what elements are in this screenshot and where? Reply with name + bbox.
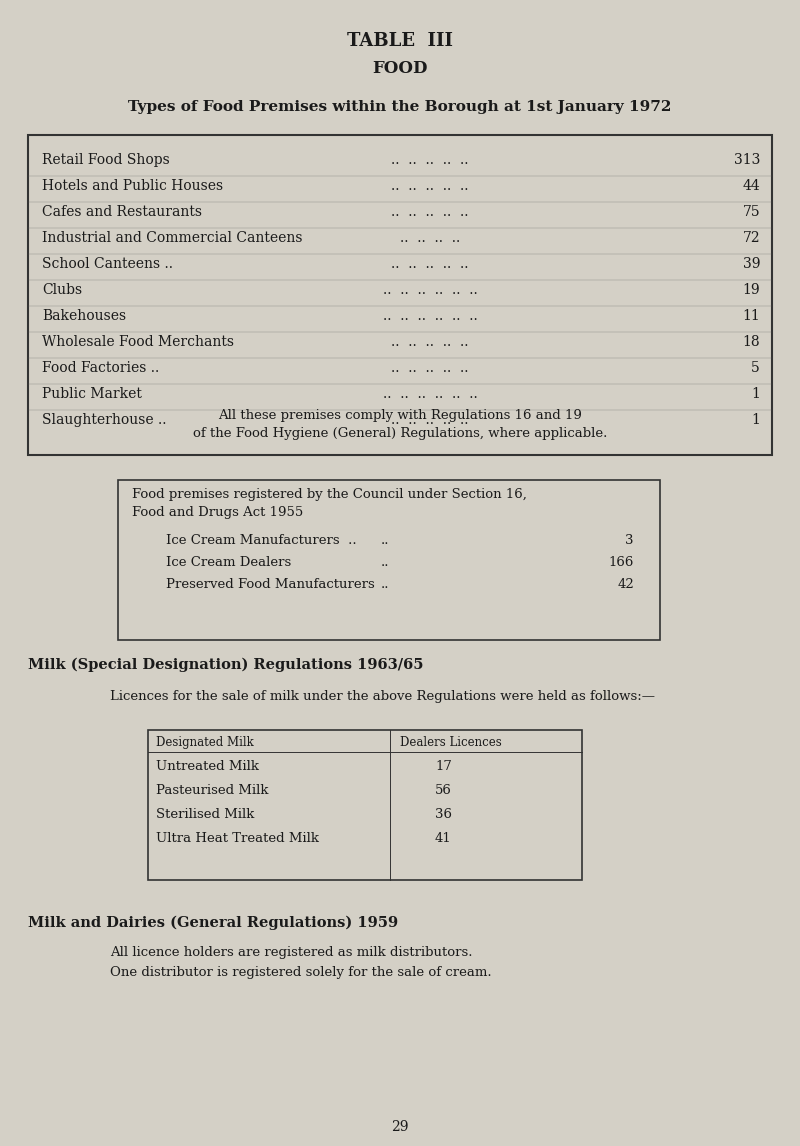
Text: ..  ..  ..  ..  ..: .. .. .. .. .. <box>391 361 469 375</box>
Text: 11: 11 <box>742 309 760 323</box>
Text: ..  ..  ..  ..  ..: .. .. .. .. .. <box>391 335 469 350</box>
Text: 29: 29 <box>391 1120 409 1135</box>
Text: 36: 36 <box>435 808 452 821</box>
Text: Pasteurised Milk: Pasteurised Milk <box>156 784 269 796</box>
Text: Food Factories ..: Food Factories .. <box>42 361 159 375</box>
Text: Ultra Heat Treated Milk: Ultra Heat Treated Milk <box>156 832 319 845</box>
Text: One distributor is registered solely for the sale of cream.: One distributor is registered solely for… <box>110 966 492 979</box>
Text: 56: 56 <box>435 784 452 796</box>
Text: Bakehouses: Bakehouses <box>42 309 126 323</box>
Text: 17: 17 <box>435 760 452 774</box>
Text: Untreated Milk: Untreated Milk <box>156 760 259 774</box>
Text: ..  ..  ..  ..  ..: .. .. .. .. .. <box>391 413 469 427</box>
Text: ..  ..  ..  ..  ..: .. .. .. .. .. <box>391 257 469 270</box>
Text: ..  ..  ..  ..  ..: .. .. .. .. .. <box>391 205 469 219</box>
Text: Clubs: Clubs <box>42 283 82 297</box>
Text: Wholesale Food Merchants: Wholesale Food Merchants <box>42 335 234 350</box>
Text: ..: .. <box>381 556 390 570</box>
Text: Hotels and Public Houses: Hotels and Public Houses <box>42 179 223 193</box>
Text: Slaughterhouse ..: Slaughterhouse .. <box>42 413 166 427</box>
Text: FOOD: FOOD <box>372 60 428 77</box>
Text: Milk and Dairies (General Regulations) 1959: Milk and Dairies (General Regulations) 1… <box>28 916 398 931</box>
Text: 166: 166 <box>609 556 634 570</box>
Text: ..  ..  ..  ..  ..  ..: .. .. .. .. .. .. <box>382 283 478 297</box>
Text: 18: 18 <box>742 335 760 350</box>
Text: Types of Food Premises within the Borough at 1st January 1972: Types of Food Premises within the Boroug… <box>128 100 672 113</box>
Text: Retail Food Shops: Retail Food Shops <box>42 154 170 167</box>
Text: 3: 3 <box>626 534 634 547</box>
Text: Milk (Special Designation) Regulations 1963/65: Milk (Special Designation) Regulations 1… <box>28 658 423 673</box>
Text: 75: 75 <box>742 205 760 219</box>
Text: ..  ..  ..  ..: .. .. .. .. <box>400 231 460 245</box>
Text: School Canteens ..: School Canteens .. <box>42 257 173 270</box>
Text: Ice Cream Manufacturers  ..: Ice Cream Manufacturers .. <box>166 534 357 547</box>
Text: All licence holders are registered as milk distributors.: All licence holders are registered as mi… <box>110 945 473 959</box>
Text: All these premises comply with Regulations 16 and 19: All these premises comply with Regulatio… <box>218 409 582 422</box>
Text: 42: 42 <box>618 578 634 591</box>
Text: ..  ..  ..  ..  ..  ..: .. .. .. .. .. .. <box>382 387 478 401</box>
Text: ..  ..  ..  ..  ..: .. .. .. .. .. <box>391 154 469 167</box>
Bar <box>28 135 772 455</box>
Text: Food premises registered by the Council under Section 16,: Food premises registered by the Council … <box>132 488 527 501</box>
Text: 72: 72 <box>742 231 760 245</box>
Text: Preserved Food Manufacturers: Preserved Food Manufacturers <box>166 578 374 591</box>
Text: Designated Milk: Designated Milk <box>156 736 254 749</box>
Text: 1: 1 <box>751 413 760 427</box>
Text: 313: 313 <box>734 154 760 167</box>
Text: 41: 41 <box>435 832 452 845</box>
Text: ..: .. <box>381 534 390 547</box>
Text: of the Food Hygiene (General) Regulations, where applicable.: of the Food Hygiene (General) Regulation… <box>193 427 607 440</box>
Text: 5: 5 <box>751 361 760 375</box>
Text: ..  ..  ..  ..  ..  ..: .. .. .. .. .. .. <box>382 309 478 323</box>
Text: Food and Drugs Act 1955: Food and Drugs Act 1955 <box>132 507 303 519</box>
Bar <box>148 730 582 880</box>
Text: 44: 44 <box>742 179 760 193</box>
Text: ..  ..  ..  ..  ..: .. .. .. .. .. <box>391 179 469 193</box>
Text: Cafes and Restaurants: Cafes and Restaurants <box>42 205 202 219</box>
Text: TABLE  III: TABLE III <box>347 32 453 50</box>
Text: 19: 19 <box>742 283 760 297</box>
Text: Licences for the sale of milk under the above Regulations were held as follows:—: Licences for the sale of milk under the … <box>110 690 655 702</box>
Bar <box>118 480 660 639</box>
Text: Ice Cream Dealers: Ice Cream Dealers <box>166 556 291 570</box>
Text: 1: 1 <box>751 387 760 401</box>
Text: Public Market: Public Market <box>42 387 142 401</box>
Text: 39: 39 <box>742 257 760 270</box>
Text: Industrial and Commercial Canteens: Industrial and Commercial Canteens <box>42 231 302 245</box>
Text: Sterilised Milk: Sterilised Milk <box>156 808 254 821</box>
Text: Dealers Licences: Dealers Licences <box>400 736 502 749</box>
Text: ..: .. <box>381 578 390 591</box>
